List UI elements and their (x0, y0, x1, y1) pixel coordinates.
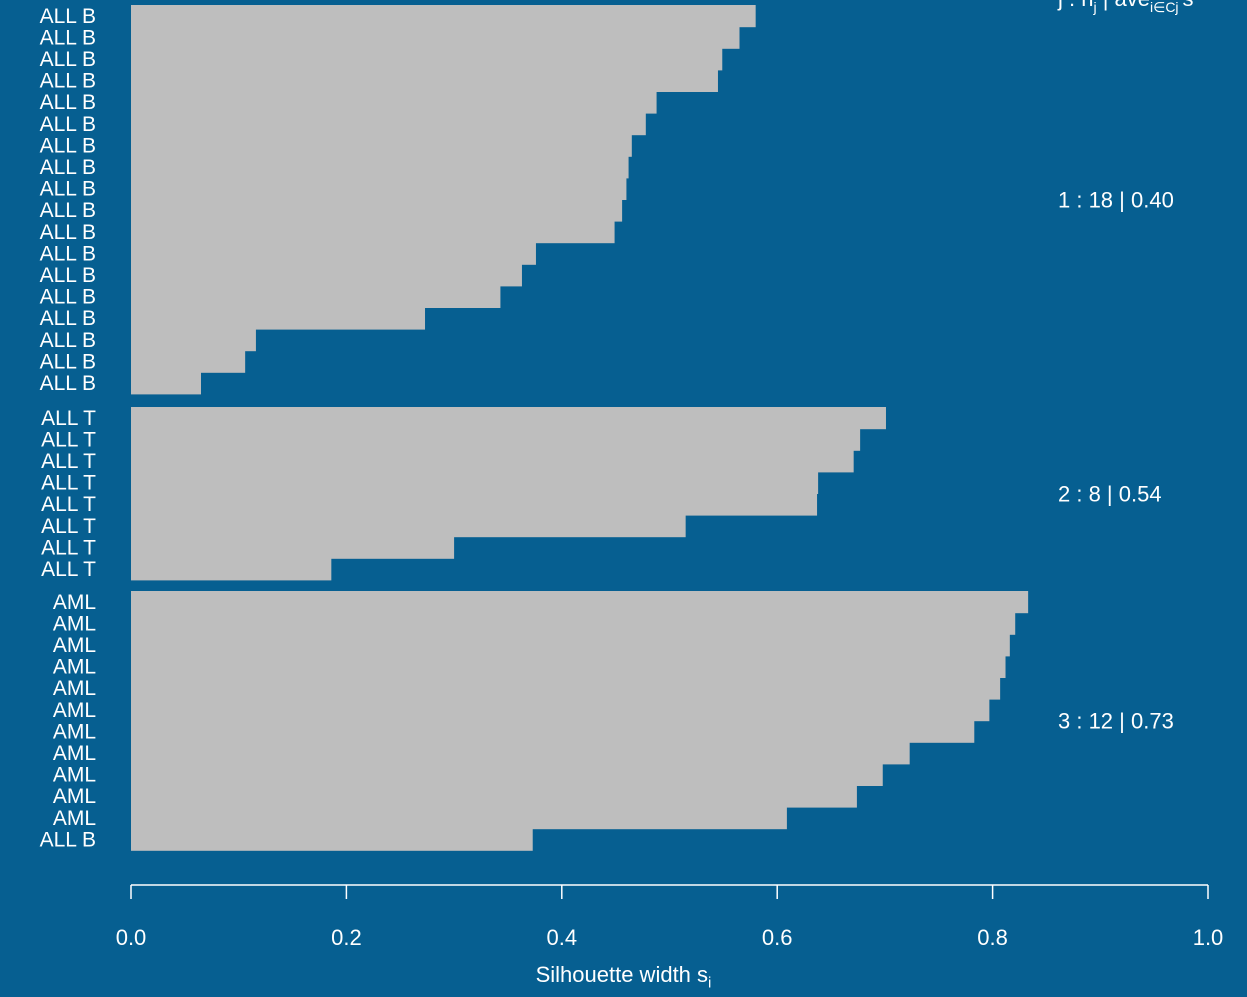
row-label-c1-11: ALL B (40, 221, 96, 244)
bar-c1-17 (131, 350, 246, 373)
bar-c3-6 (131, 699, 990, 722)
bar-c3-5 (131, 677, 1001, 700)
row-label-c1-3: ALL B (40, 48, 96, 71)
bar-c2-4 (131, 471, 819, 494)
x-axis: 0.0 0.2 0.4 0.6 0.8 1.0 (116, 884, 1224, 950)
bar-c3-1 (131, 591, 1029, 614)
row-label-c2-1: ALL T (41, 407, 96, 430)
row-label-c1-10: ALL B (40, 199, 96, 222)
row-label-c2-2: ALL T (41, 428, 96, 451)
row-label-c1-7: ALL B (40, 134, 96, 157)
bar-c1-13 (131, 264, 522, 287)
x-tick-label-6: 1.0 (1193, 925, 1224, 950)
bar-c1-14 (131, 285, 501, 308)
row-label-c1-13: ALL B (40, 264, 96, 287)
row-label-c2-6: ALL T (41, 515, 96, 538)
row-label-c1-2: ALL B (40, 26, 96, 49)
bar-c1-7 (131, 134, 632, 157)
x-tick-label-5: 0.8 (977, 925, 1008, 950)
bar-c3-9 (131, 763, 883, 786)
row-label-c1-1: ALL B (40, 5, 96, 28)
cluster-summary-3: 3 : 12 | 0.73 (1058, 709, 1174, 734)
row-label-c1-9: ALL B (40, 178, 96, 201)
row-label-c3-7: AML (53, 720, 96, 743)
row-label-c1-15: ALL B (40, 307, 96, 330)
row-label-c1-17: ALL B (40, 350, 96, 373)
x-axis-title-text: Silhouette width (535, 962, 691, 987)
bar-c3-7 (131, 720, 975, 743)
row-label-c1-6: ALL B (40, 113, 96, 136)
bar-c1-8 (131, 156, 629, 179)
bar-c1-10 (131, 199, 623, 222)
bar-c2-2 (131, 428, 861, 451)
bar-c1-5 (131, 91, 657, 114)
bar-c3-4 (131, 655, 1006, 678)
row-label-c3-6: AML (53, 699, 96, 722)
cluster-summary-2: 2 : 8 | 0.54 (1058, 481, 1162, 506)
bar-c1-6 (131, 113, 646, 136)
x-tick-label-4: 0.6 (762, 925, 793, 950)
row-label-c3-1: AML (53, 591, 96, 614)
row-label-c2-4: ALL T (41, 472, 96, 495)
bars-layer (131, 5, 1029, 851)
row-label-c1-12: ALL B (40, 242, 96, 265)
row-label-c2-3: ALL T (41, 450, 96, 473)
cluster-summaries-layer: 1 : 18 | 0.40 2 : 8 | 0.54 3 : 12 | 0.73 (1058, 187, 1174, 733)
bar-c1-15 (131, 307, 426, 330)
bar-c1-12 (131, 242, 536, 265)
x-tick-label-2: 0.2 (331, 925, 362, 950)
row-label-c1-14: ALL B (40, 286, 96, 309)
row-label-c1-4: ALL B (40, 70, 96, 93)
bar-c3-10 (131, 785, 857, 808)
x-axis-title: Silhouette width si (535, 962, 712, 992)
row-label-c1-16: ALL B (40, 329, 96, 352)
bar-c2-6 (131, 515, 686, 538)
bar-c2-8 (131, 558, 332, 581)
header-label: j : nj | avei∈Cjs (1057, 0, 1194, 15)
row-label-c3-2: AML (53, 612, 96, 635)
bar-c1-16 (131, 329, 256, 352)
row-label-c2-7: ALL T (41, 536, 96, 559)
row-label-c1-5: ALL B (40, 91, 96, 114)
x-tick-label-3: 0.4 (547, 925, 578, 950)
bar-c1-11 (131, 221, 615, 244)
bar-c3-8 (131, 742, 910, 765)
bar-c1-1 (131, 5, 756, 28)
row-label-c3-4: AML (53, 656, 96, 679)
row-label-c3-11: AML (53, 807, 96, 830)
row-label-c1-18: ALL B (40, 372, 96, 395)
bar-c2-3 (131, 450, 854, 473)
row-label-c2-5: ALL T (41, 493, 96, 516)
bar-c3-3 (131, 634, 1010, 657)
cluster-summary-1: 1 : 18 | 0.40 (1058, 187, 1174, 212)
bar-c2-1 (131, 407, 886, 430)
bar-c1-18 (131, 372, 202, 395)
bar-c2-7 (131, 536, 455, 559)
bar-c3-2 (131, 612, 1016, 635)
bar-c3-11 (131, 807, 787, 830)
row-label-c3-3: AML (53, 634, 96, 657)
bar-c3-12 (131, 828, 533, 851)
row-label-c3-9: AML (53, 764, 96, 787)
row-label-c3-5: AML (53, 677, 96, 700)
row-label-c3-12: ALL B (40, 828, 96, 851)
bar-c1-9 (131, 177, 627, 200)
row-label-c1-8: ALL B (40, 156, 96, 179)
row-label-c3-10: AML (53, 785, 96, 808)
bar-c1-2 (131, 26, 740, 49)
row-label-c2-8: ALL T (41, 558, 96, 581)
row-label-c3-8: AML (53, 742, 96, 765)
x-axis-title-subscript: i (708, 974, 712, 992)
x-tick-label-1: 0.0 (116, 925, 147, 950)
bar-c2-5 (131, 493, 818, 516)
bar-c1-4 (131, 69, 718, 92)
bar-c1-3 (131, 48, 723, 71)
